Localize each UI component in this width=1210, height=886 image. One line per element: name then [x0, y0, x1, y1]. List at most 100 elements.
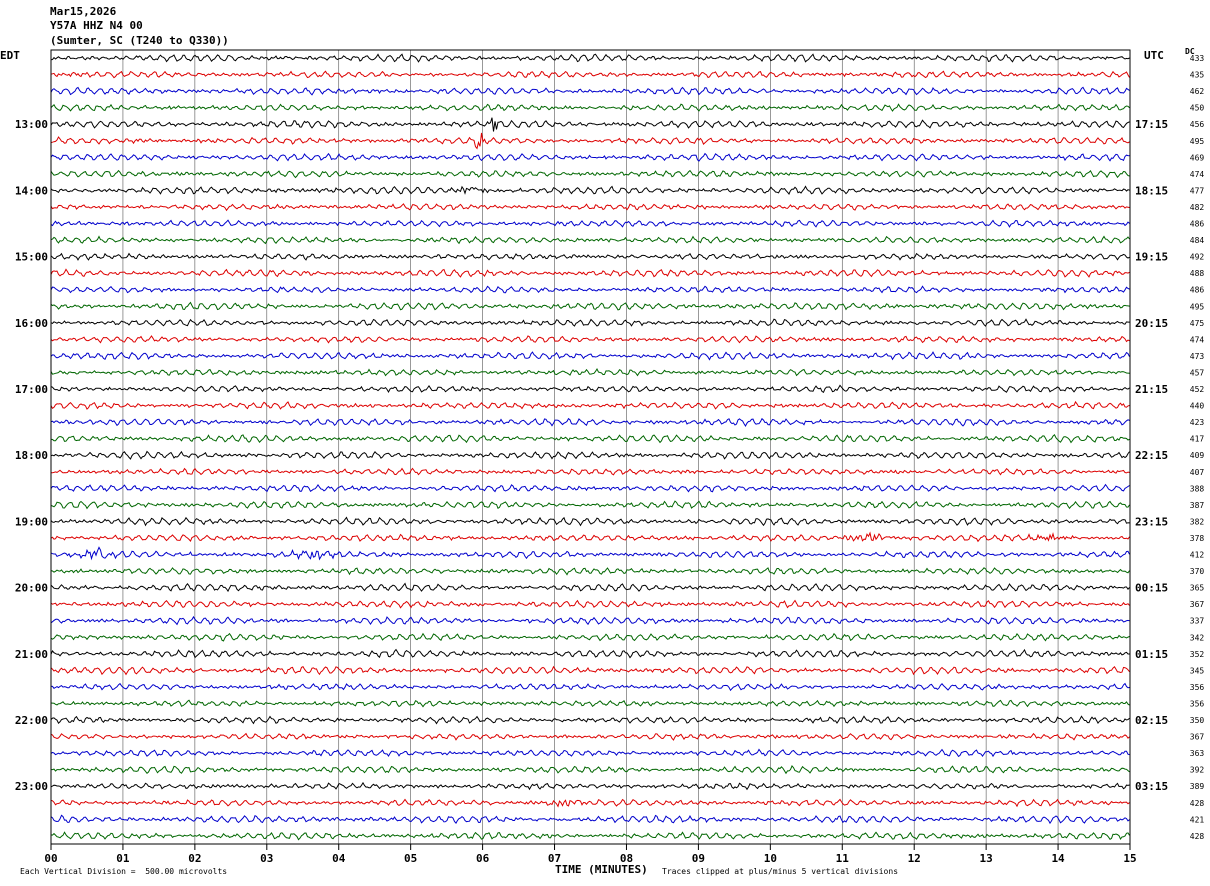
dc-offset-label: 428	[1190, 832, 1205, 841]
trace-line	[51, 764, 1130, 775]
left-hour-label: 17:00	[15, 383, 48, 396]
plot-date: Mar15,2026	[50, 5, 117, 18]
dc-offset-label: 433	[1190, 54, 1205, 63]
x-tick-label: 13	[980, 852, 993, 865]
trace-line	[50, 582, 1130, 593]
x-tick-label: 02	[188, 852, 201, 865]
left-timezone-label: EDT	[0, 49, 20, 62]
trace-line	[50, 450, 1130, 460]
left-hour-label: 16:00	[15, 317, 48, 330]
trace-line	[50, 665, 1130, 676]
dc-offset-label: 482	[1190, 203, 1205, 212]
right-hour-label: 20:15	[1135, 317, 1168, 330]
dc-offset-label: 495	[1190, 137, 1205, 146]
dc-offset-label: 421	[1190, 815, 1205, 824]
trace-line	[50, 335, 1130, 344]
left-hour-label: 22:00	[15, 714, 48, 727]
dc-offset-label: 456	[1190, 120, 1205, 129]
dc-offset-label: 350	[1190, 716, 1205, 725]
trace-line	[50, 117, 1130, 132]
dc-offset-label: 423	[1190, 418, 1205, 427]
dc-offset-label: 486	[1190, 220, 1205, 229]
trace-line	[50, 235, 1130, 245]
dc-offset-label: 365	[1190, 584, 1205, 593]
trace-line	[50, 831, 1130, 841]
trace-line	[50, 367, 1130, 377]
trace-line	[50, 86, 1130, 96]
dc-offset-label: 389	[1190, 782, 1205, 791]
trace-line	[50, 318, 1130, 327]
dc-offset-label: 345	[1190, 666, 1205, 675]
dc-offset-label: 409	[1190, 451, 1205, 460]
x-axis-title: TIME (MINUTES)	[555, 863, 648, 876]
left-hour-label: 23:00	[15, 780, 48, 793]
dc-offset-label: 474	[1190, 170, 1205, 179]
right-hour-label: 21:15	[1135, 383, 1168, 396]
trace-line	[50, 500, 1130, 510]
dc-offset-label: 488	[1190, 269, 1205, 278]
dc-offset-label: 474	[1190, 335, 1205, 344]
dc-offset-label: 407	[1190, 468, 1205, 477]
trace-line	[50, 185, 1130, 195]
trace-line	[50, 748, 1130, 758]
left-hour-label: 13:00	[15, 118, 48, 131]
dc-offset-label: 492	[1190, 253, 1205, 262]
dc-offset-label: 484	[1190, 236, 1205, 245]
dc-offset-header: DC	[1185, 47, 1195, 56]
trace-line	[50, 53, 1130, 63]
trace-line	[50, 268, 1130, 278]
dc-offset-label: 428	[1190, 799, 1205, 808]
trace-line	[50, 599, 1130, 609]
trace-line	[50, 400, 1130, 410]
right-hour-label: 22:15	[1135, 449, 1168, 462]
trace-line	[50, 132, 1130, 150]
right-hour-label: 17:15	[1135, 118, 1168, 131]
right-hour-label: 19:15	[1135, 251, 1168, 264]
seismic-traces	[50, 53, 1130, 841]
trace-line	[50, 203, 1130, 212]
trace-line	[50, 152, 1130, 162]
station-location: (Sumter, SC (T240 to Q330))	[50, 34, 229, 47]
plot-frame	[50, 49, 1131, 845]
x-tick-label: 15	[1123, 852, 1136, 865]
x-tick-label: 10	[764, 852, 777, 865]
trace-line	[50, 70, 1130, 79]
right-timezone-label: UTC	[1144, 49, 1164, 62]
right-hour-label: 01:15	[1135, 648, 1168, 661]
trace-line	[50, 301, 1130, 311]
x-tick-label: 12	[908, 852, 921, 865]
right-hour-label: 00:15	[1135, 582, 1168, 595]
dc-offset-label: 378	[1190, 534, 1205, 543]
dc-offset-label: 356	[1190, 683, 1205, 692]
dc-offset-label: 412	[1190, 551, 1205, 560]
clip-note: Traces clipped at plus/minus 5 vertical …	[662, 867, 899, 876]
dc-offset-label: 370	[1190, 567, 1205, 576]
dc-offset-label: 469	[1190, 153, 1205, 162]
trace-line	[50, 781, 1130, 791]
dc-offset-label: 440	[1190, 402, 1205, 411]
dc-offset-label: 462	[1190, 87, 1205, 96]
trace-line	[50, 648, 1130, 659]
trace-line	[50, 516, 1130, 527]
dc-offset-label: 387	[1190, 501, 1205, 510]
trace-line	[50, 467, 1130, 476]
x-tick-label: 11	[836, 852, 850, 865]
x-tick-label: 01	[116, 852, 130, 865]
dc-offset-label: 435	[1190, 71, 1205, 80]
left-hour-label: 21:00	[15, 648, 48, 661]
x-tick-label: 14	[1051, 852, 1065, 865]
trace-line	[50, 417, 1130, 428]
trace-line	[50, 682, 1130, 692]
dc-offset-label: 475	[1190, 319, 1205, 328]
vertical-grid	[122, 50, 1059, 844]
dc-offset-label: 392	[1190, 766, 1205, 775]
trace-line	[50, 434, 1130, 444]
dc-offset-label: 477	[1190, 186, 1205, 195]
dc-offset-label: 382	[1190, 517, 1205, 526]
dc-offset-label: 342	[1190, 633, 1205, 642]
trace-line	[50, 285, 1130, 294]
right-hour-label: 18:15	[1135, 184, 1168, 197]
trace-line	[50, 219, 1130, 228]
dc-offset-label: 352	[1190, 650, 1205, 659]
